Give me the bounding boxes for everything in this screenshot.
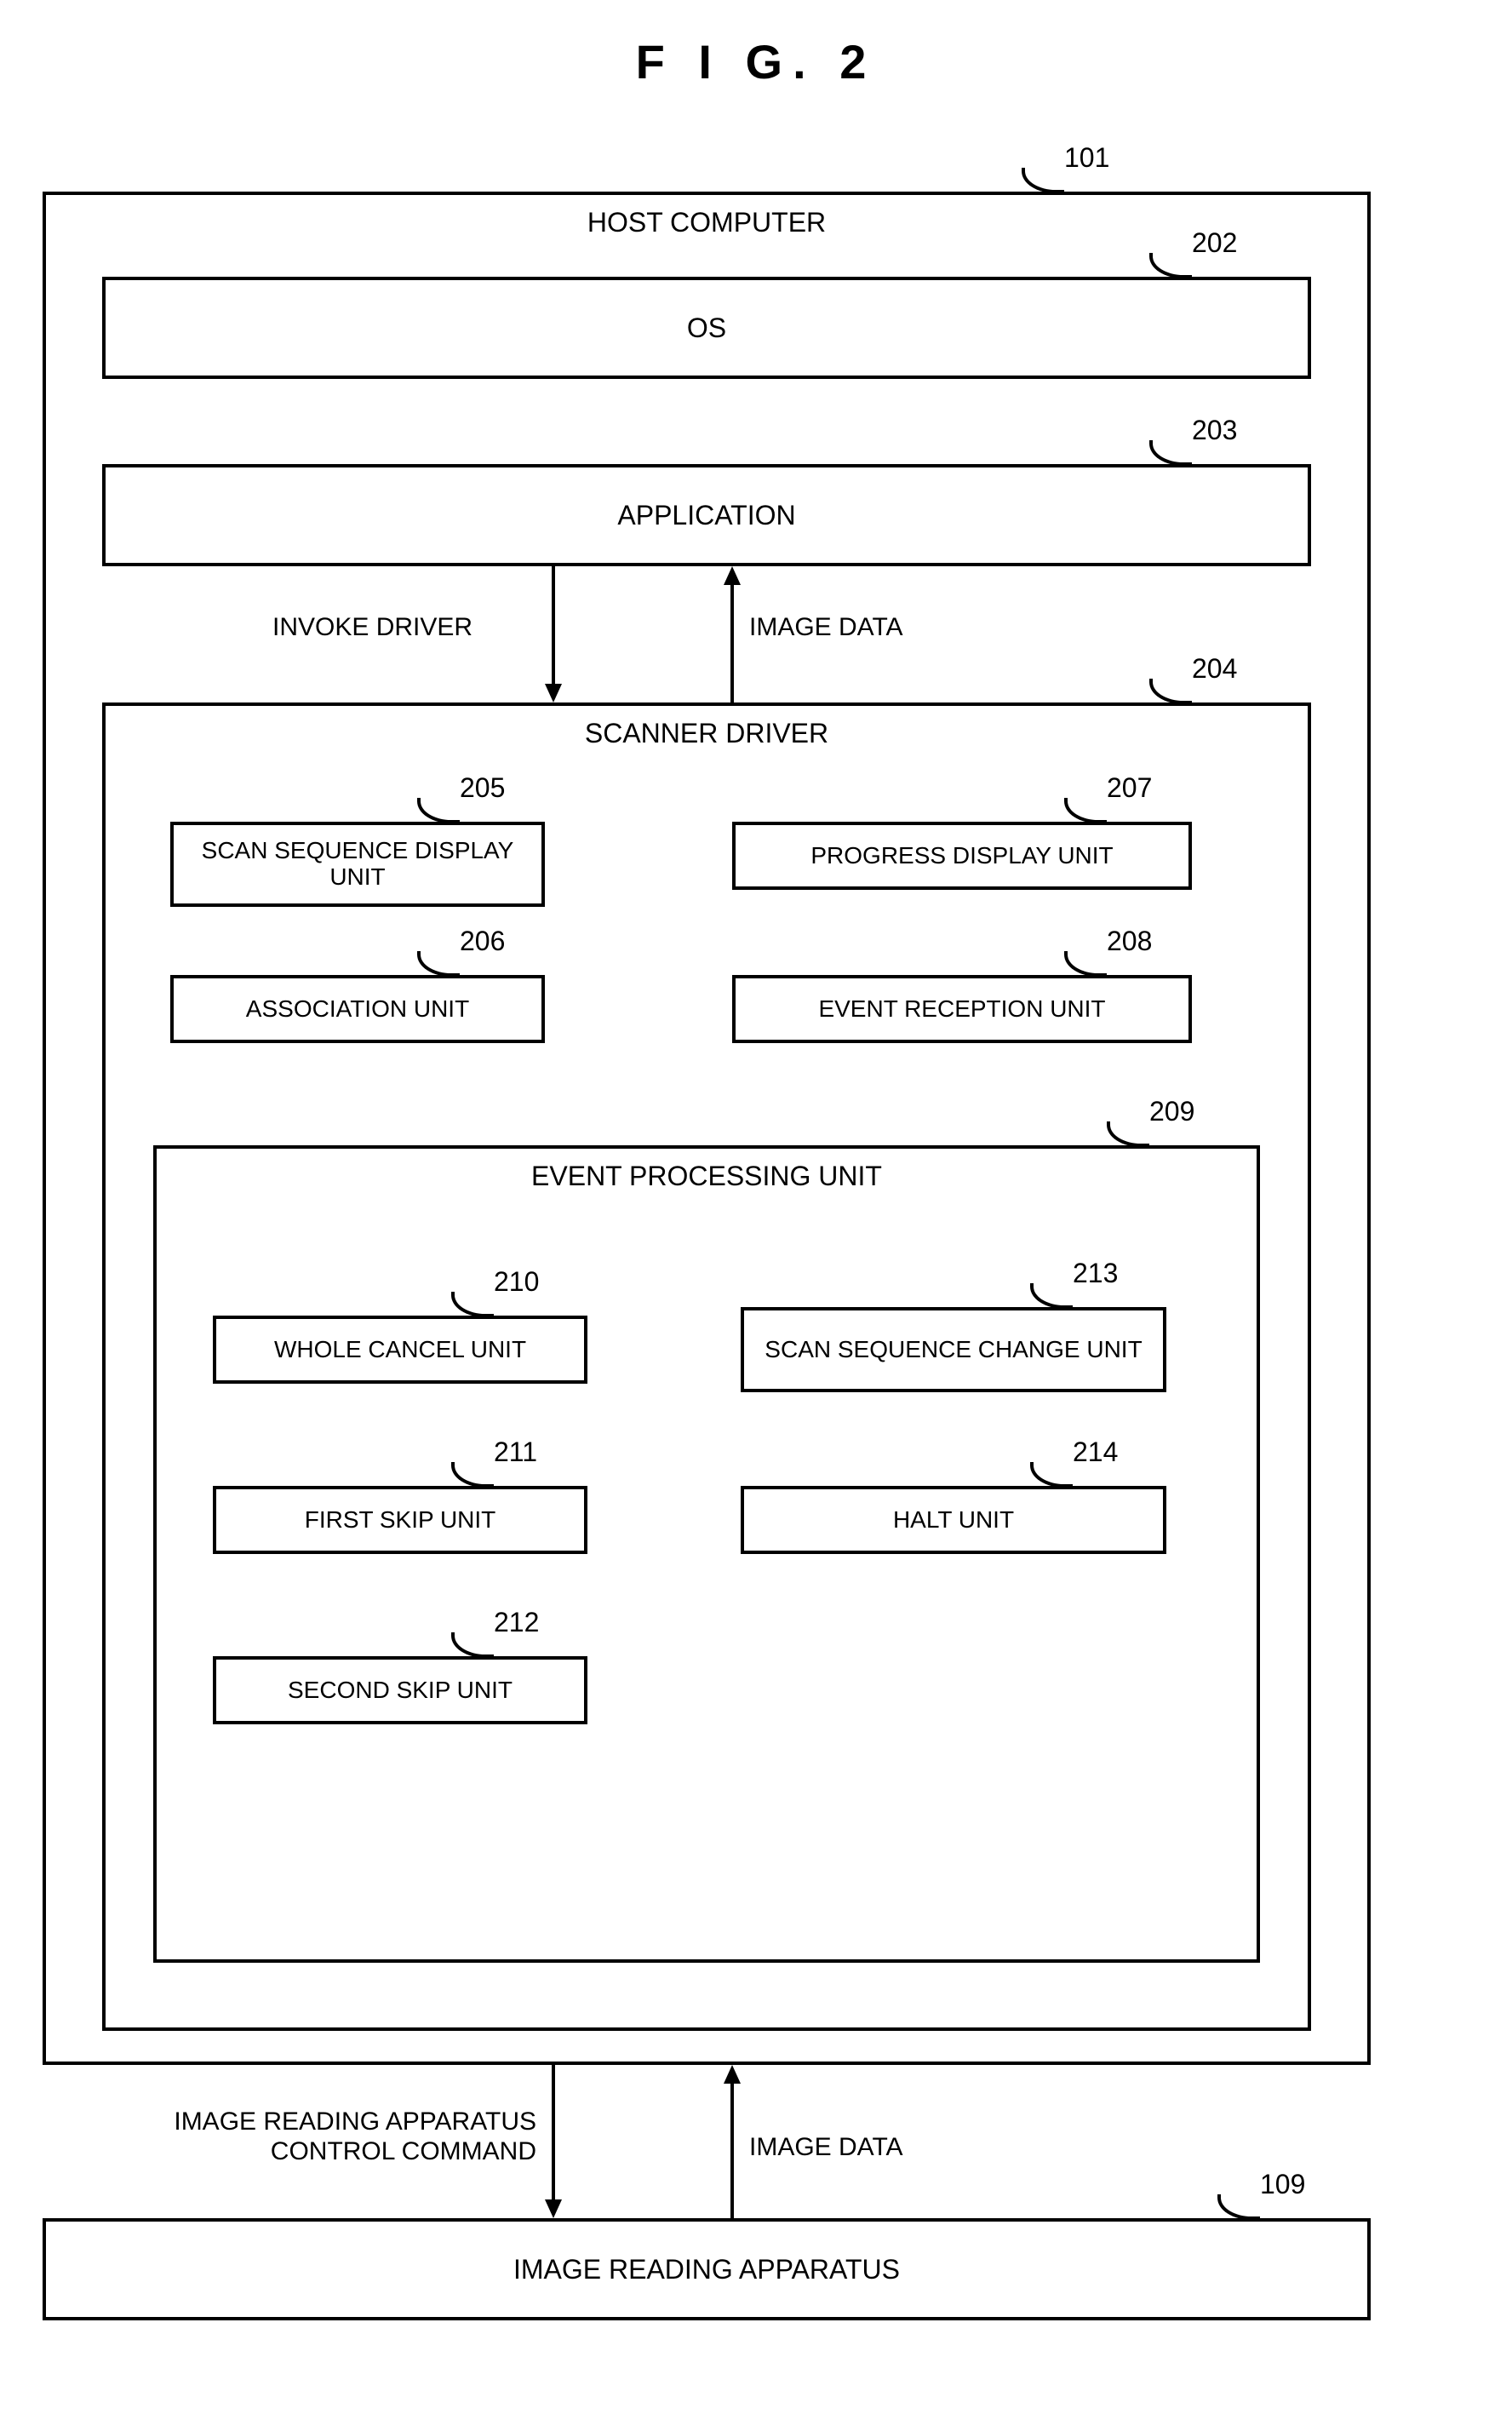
whole-cancel-unit-box: WHOLE CANCEL UNIT xyxy=(213,1316,587,1384)
ref-101: 101 xyxy=(1064,142,1109,174)
label-control-command: IMAGE READING APPARATUS CONTROL COMMAND xyxy=(111,2107,536,2166)
os-title: OS xyxy=(687,313,726,344)
arrow-image-data-up xyxy=(724,566,741,704)
event-processing-unit-title: EVENT PROCESSING UNIT xyxy=(531,1149,882,1192)
progress-display-unit-box: PROGRESS DISPLAY UNIT xyxy=(732,822,1192,890)
arrow-image-data-2 xyxy=(724,2065,741,2220)
application-box: APPLICATION xyxy=(102,464,1311,566)
ref-205: 205 xyxy=(460,772,505,804)
arrow-invoke-driver xyxy=(545,566,562,704)
label-invoke-driver: INVOKE DRIVER xyxy=(272,613,472,643)
association-unit-box: ASSOCIATION UNIT xyxy=(170,975,545,1043)
ref-203: 203 xyxy=(1192,415,1237,446)
first-skip-unit-box: FIRST SKIP UNIT xyxy=(213,1486,587,1554)
os-box: OS xyxy=(102,277,1311,379)
image-reading-apparatus-title: IMAGE READING APPARATUS xyxy=(513,2254,900,2285)
scan-sequence-change-unit-box: SCAN SEQUENCE CHANGE UNIT xyxy=(741,1307,1166,1392)
figure-title: F I G. 2 xyxy=(34,34,1478,89)
label-image-data-2: IMAGE DATA xyxy=(749,2133,903,2163)
ref-204: 204 xyxy=(1192,653,1237,685)
application-title: APPLICATION xyxy=(617,500,795,531)
ref-207: 207 xyxy=(1107,772,1152,804)
second-skip-unit-box: SECOND SKIP UNIT xyxy=(213,1656,587,1724)
ref-211: 211 xyxy=(494,1437,537,1468)
ref-curve-109 xyxy=(1217,2194,1260,2220)
block-diagram: HOST COMPUTER 101 OS 202 APPLICATION 203… xyxy=(34,123,1478,2337)
ref-214: 214 xyxy=(1073,1437,1118,1468)
ref-208: 208 xyxy=(1107,926,1152,957)
ref-202: 202 xyxy=(1192,227,1237,259)
ref-206: 206 xyxy=(460,926,505,957)
ref-213: 213 xyxy=(1073,1258,1118,1289)
ref-210: 210 xyxy=(494,1266,539,1298)
halt-unit-box: HALT UNIT xyxy=(741,1486,1166,1554)
label-image-data-1: IMAGE DATA xyxy=(749,613,903,643)
ref-109: 109 xyxy=(1260,2169,1305,2200)
image-reading-apparatus-box: IMAGE READING APPARATUS xyxy=(43,2218,1371,2320)
scan-sequence-display-unit-box: SCAN SEQUENCE DISPLAY UNIT xyxy=(170,822,545,907)
ref-212: 212 xyxy=(494,1607,539,1638)
host-computer-title: HOST COMPUTER xyxy=(587,195,826,238)
scanner-driver-title: SCANNER DRIVER xyxy=(585,706,828,749)
arrow-control-command xyxy=(545,2065,562,2220)
event-reception-unit-box: EVENT RECEPTION UNIT xyxy=(732,975,1192,1043)
ref-209: 209 xyxy=(1149,1096,1194,1127)
ref-curve-101 xyxy=(1022,168,1064,193)
